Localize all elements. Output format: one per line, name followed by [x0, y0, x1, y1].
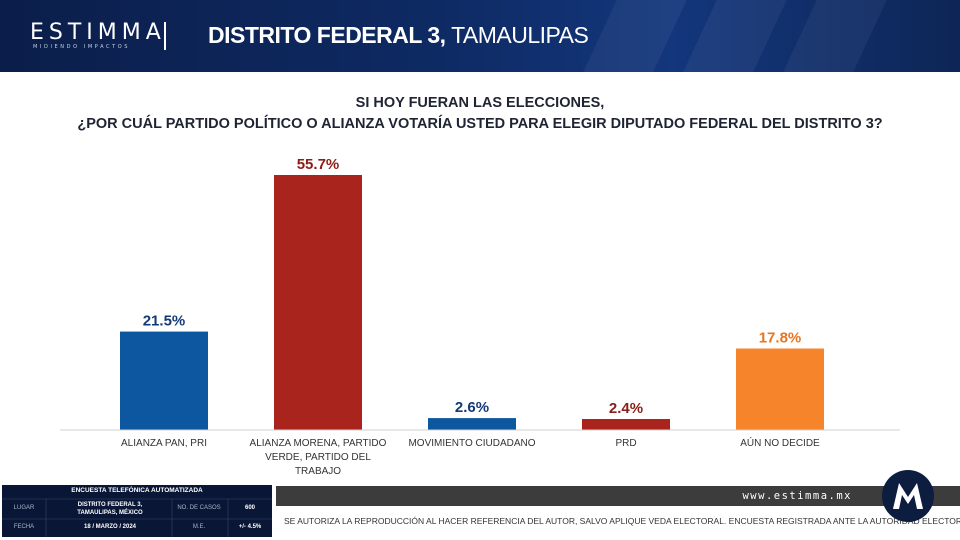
footer-note: SE AUTORIZA LA REPRODUCCIÓN AL HACER REF… — [284, 516, 960, 526]
info-me-value: +/- 4.5% — [238, 524, 262, 530]
category-label-0-0: ALIANZA PAN, PRI — [121, 438, 207, 449]
estimma-logo: ESTIMMA — [30, 20, 166, 45]
info-lugar-value-1: DISTRITO FEDERAL 3, — [77, 502, 143, 508]
info-fecha-value: 18 / MARZO / 2024 — [83, 524, 137, 530]
data-label-4: 17.8% — [759, 330, 802, 347]
category-label-1-0: ALIANZA MORENA, PARTIDO — [250, 438, 387, 449]
category-label-2-0: MOVIMIENTO CIUDADANO — [408, 438, 535, 449]
bar-0 — [120, 331, 208, 430]
category-label-4-0: AÚN NO DECIDE — [740, 436, 820, 449]
data-label-3: 2.4% — [609, 400, 643, 417]
data-label-1: 55.7% — [297, 156, 340, 173]
info-lugar-value-2: TAMAULIPAS, MÉXICO — [77, 510, 143, 516]
footer-band — [276, 486, 960, 506]
category-label-1-2: TRABAJO — [295, 466, 341, 477]
question-line-1: SI HOY FUERAN LAS ELECCIONES, — [355, 95, 605, 111]
data-label-0: 21.5% — [143, 313, 186, 330]
title-bold: DISTRITO FEDERAL 3, — [208, 22, 446, 48]
info-casos-label: NO. DE CASOS — [177, 505, 221, 511]
bar-1 — [274, 175, 362, 430]
title-regular: TAMAULIPAS — [451, 22, 589, 48]
info-fecha-label: FECHA — [13, 524, 35, 530]
logo-divider — [164, 22, 166, 50]
header-banner: ESTIMMA MIDIENDO IMPACTOS DISTRITO FEDER… — [0, 0, 960, 72]
survey-info-box: ENCUESTA TELEFÓNICA AUTOMATIZADA LUGAR D… — [2, 485, 272, 537]
bar-3 — [582, 419, 670, 430]
data-label-2: 2.6% — [455, 399, 489, 416]
info-me-label: M.E. — [192, 524, 206, 530]
bar-4 — [736, 348, 824, 430]
question-line-2: ¿POR CUÁL PARTIDO POLÍTICO O ALIANZA VOT… — [77, 116, 883, 132]
info-grid-lines — [2, 498, 272, 537]
footer-url[interactable]: www.estimma.mx — [742, 490, 852, 502]
info-title: ENCUESTA TELEFÓNICA AUTOMATIZADA — [71, 487, 203, 494]
info-lugar-label: LUGAR — [13, 505, 35, 511]
category-label-1-1: VERDE, PARTIDO DEL — [265, 452, 371, 463]
bar-chart: 21.5% ALIANZA PAN, PRI 55.7% ALIANZA MORENA… — [60, 156, 900, 477]
bar-2 — [428, 418, 516, 430]
page-title: DISTRITO FEDERAL 3, TAMAULIPAS — [208, 22, 589, 49]
logo-tagline: MIDIENDO IMPACTOS — [33, 44, 131, 50]
category-label-3-0: PRD — [615, 438, 636, 449]
m-logo-icon — [882, 470, 934, 522]
info-casos-value: 600 — [244, 505, 255, 511]
